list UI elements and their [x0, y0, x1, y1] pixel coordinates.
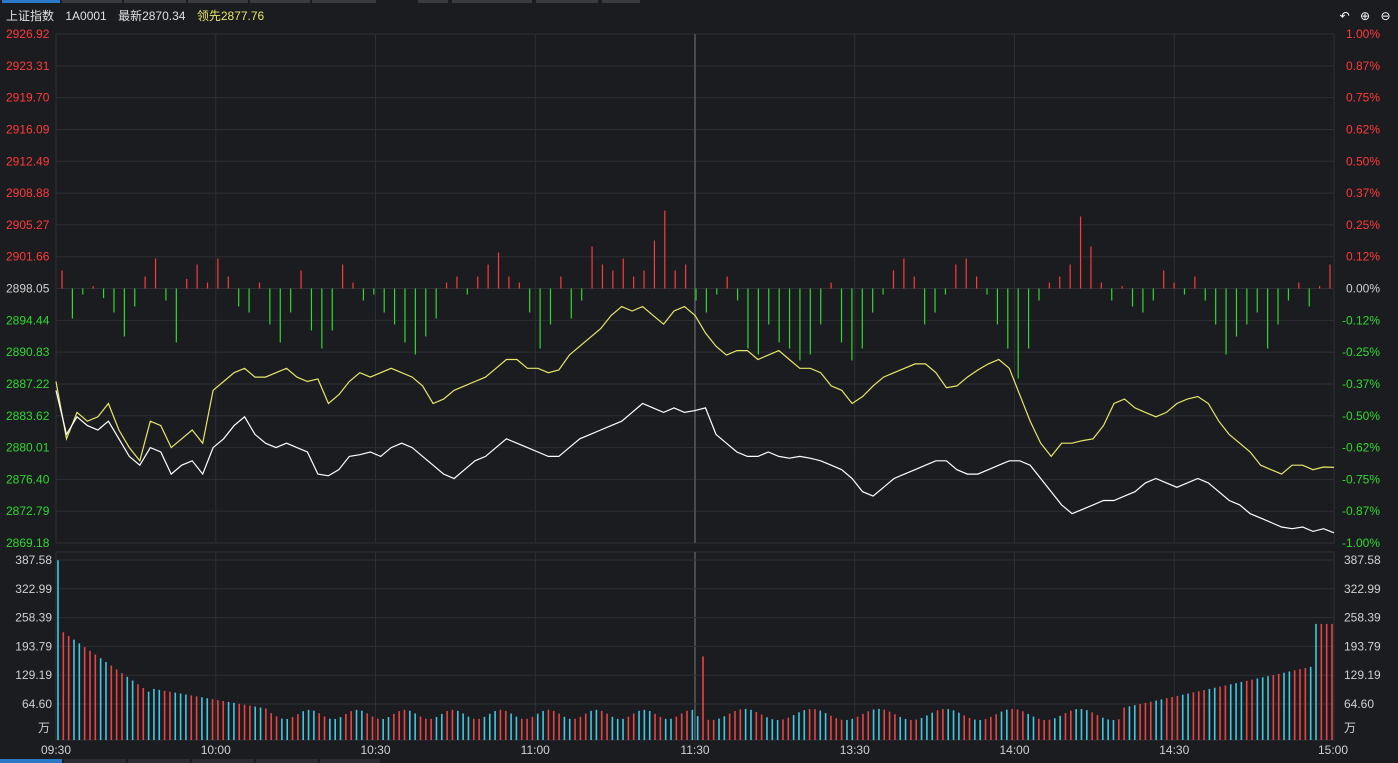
- top-tab-3[interactable]: [124, 0, 186, 3]
- volume-bars: [57, 560, 1333, 740]
- zoom-in-icon[interactable]: ⊕: [1360, 9, 1371, 23]
- time-tick-label: 10:00: [201, 743, 231, 757]
- price-tick-label: 2926.92: [6, 27, 50, 41]
- bottom-tab-6[interactable]: [320, 759, 380, 763]
- price-tick-label: 2908.88: [6, 186, 50, 200]
- top-tab-7[interactable]: [418, 0, 448, 3]
- volume-tick-label: 387.58: [1344, 553, 1381, 567]
- percent-tick-label: 1.00%: [1346, 27, 1380, 41]
- top-tab-6[interactable]: [312, 0, 376, 3]
- time-tick-label: 10:30: [360, 743, 390, 757]
- index-code: 1A0001: [65, 9, 107, 23]
- bottom-tab-3[interactable]: [128, 759, 190, 763]
- price-tick-label: 2901.66: [6, 250, 50, 264]
- volume-tick-label: 258.39: [15, 611, 52, 625]
- price-tick-label: 2923.31: [6, 59, 50, 73]
- axis-labels: 2926.92 1.00% 2923.31 0.87% 2919.70 0.75% 2916…: [6, 27, 1381, 757]
- percent-tick-label: -0.12%: [1342, 313, 1380, 327]
- percent-tick-label: -0.37%: [1342, 377, 1380, 391]
- top-tab-5[interactable]: [250, 0, 310, 3]
- top-tab-10[interactable]: [602, 0, 640, 3]
- price-lines: [55, 305, 1335, 534]
- index-price-line: [55, 390, 1335, 534]
- bottom-tab-strip: [0, 759, 1398, 763]
- price-tick-label: 2905.27: [6, 218, 50, 232]
- top-tab-strip: [0, 0, 640, 3]
- price-tick-label: 2880.01: [6, 441, 50, 455]
- volume-unit-label: 万: [1344, 721, 1356, 735]
- volume-tick-label: 129.19: [15, 668, 52, 682]
- percent-tick-label: 0.25%: [1346, 218, 1380, 232]
- percent-tick-label: 0.62%: [1346, 122, 1380, 136]
- chart-controls: ↶ ⊕ ⊖: [1335, 7, 1392, 25]
- percent-tick-label: -0.50%: [1342, 409, 1380, 423]
- price-tick-label: 2894.44: [6, 313, 50, 327]
- price-tick-label: 2919.70: [6, 91, 50, 105]
- price-tick-label: 2883.62: [6, 409, 50, 423]
- volume-tick-label: 387.58: [15, 553, 52, 567]
- volume-tick-label: 193.79: [1344, 639, 1381, 653]
- bottom-tab-2[interactable]: [64, 759, 126, 763]
- percent-tick-label: 0.87%: [1346, 59, 1380, 73]
- price-tick-label: 2916.09: [6, 122, 50, 136]
- bottom-tab-1[interactable]: [0, 759, 62, 763]
- time-tick-label: 11:00: [521, 743, 550, 757]
- time-tick-label: 11:30: [680, 743, 709, 757]
- volume-tick-label: 322.99: [1344, 582, 1381, 596]
- bottom-tab-4[interactable]: [192, 759, 254, 763]
- time-tick-label: 13:30: [840, 743, 870, 757]
- volume-unit-label: 万: [38, 721, 50, 735]
- price-tick-label: 2912.49: [6, 154, 50, 168]
- top-tab-2[interactable]: [62, 0, 122, 3]
- volume-tick-label: 322.99: [15, 582, 52, 596]
- time-tick-label: 15:00: [1318, 743, 1348, 757]
- top-tab-4[interactable]: [188, 0, 248, 3]
- top-toolbar: 上证指数 1A0001 最新2870.34 领先2877.76 ↶ ⊕ ⊖: [0, 0, 1398, 26]
- leading-index-line: [55, 305, 1335, 475]
- percent-tick-label: 0.00%: [1346, 282, 1380, 296]
- percent-tick-label: 0.37%: [1346, 186, 1380, 200]
- price-tick-label: 2890.83: [6, 345, 50, 359]
- top-tab-9[interactable]: [536, 0, 598, 3]
- percent-tick-label: -0.25%: [1342, 345, 1380, 359]
- price-tick-label: 2872.79: [6, 504, 50, 518]
- price-tick-label: 2869.18: [6, 536, 50, 550]
- volume-tick-label: 129.19: [1344, 668, 1381, 682]
- price-tick-label: 2887.22: [6, 377, 50, 391]
- percent-tick-label: 0.50%: [1346, 154, 1380, 168]
- undo-icon[interactable]: ↶: [1339, 9, 1350, 23]
- bottom-tab-5[interactable]: [256, 759, 318, 763]
- volume-tick-label: 64.60: [1344, 697, 1374, 711]
- chart-grid: [55, 33, 1335, 741]
- price-tick-label: 2898.05: [6, 282, 50, 296]
- time-tick-label: 14:00: [999, 743, 1029, 757]
- percent-tick-label: 0.75%: [1346, 91, 1380, 105]
- volume-tick-label: 64.60: [22, 697, 52, 711]
- top-tab-8[interactable]: [452, 0, 532, 3]
- time-tick-label: 14:30: [1159, 743, 1189, 757]
- price-tick-label: 2876.40: [6, 472, 50, 486]
- leading-index: 领先2877.76: [196, 9, 265, 23]
- percent-tick-label: -0.87%: [1342, 504, 1380, 518]
- volume-tick-label: 258.39: [1344, 611, 1381, 625]
- quote-header: 上证指数 1A0001 最新2870.34 领先2877.76: [6, 7, 272, 24]
- index-name: 上证指数: [6, 9, 55, 23]
- percent-tick-label: -0.75%: [1342, 472, 1380, 486]
- diff-bars: [61, 210, 1331, 379]
- top-tab-1[interactable]: [2, 0, 60, 3]
- percent-tick-label: 0.12%: [1346, 250, 1380, 264]
- percent-tick-label: -0.62%: [1342, 441, 1380, 455]
- zoom-out-icon[interactable]: ⊖: [1380, 9, 1391, 23]
- latest-price: 最新2870.34: [118, 9, 186, 23]
- time-tick-label: 09:30: [41, 743, 71, 757]
- percent-tick-label: -1.00%: [1342, 536, 1380, 550]
- volume-tick-label: 193.79: [15, 639, 52, 653]
